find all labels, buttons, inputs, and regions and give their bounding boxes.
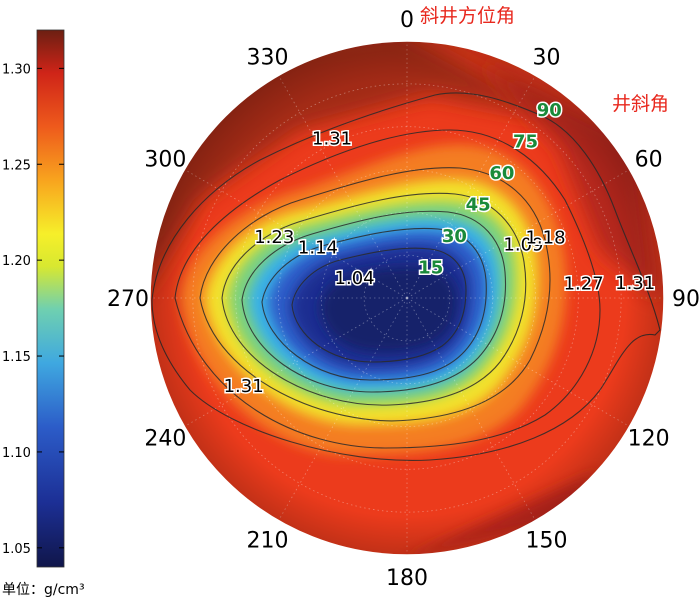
contour-label: 1.04 bbox=[335, 268, 375, 289]
azimuth-tick-label: 330 bbox=[247, 45, 289, 70]
azimuth-ticks: 0 30 60 90 120 150 180 210 240 270 300 330 bbox=[107, 8, 700, 591]
contour-label: 1.14 bbox=[298, 238, 338, 259]
polar-outline bbox=[149, 40, 665, 556]
colorbar-tick-label: 1.10 bbox=[2, 446, 31, 461]
colorbar-tick-label: 1.05 bbox=[2, 542, 31, 557]
colorbar-gradient bbox=[36, 29, 65, 568]
inclination-tick-label: 60 bbox=[489, 163, 514, 184]
colorbar-tick-label: 1.30 bbox=[2, 62, 31, 77]
colorbar: 1.05 1.10 1.15 1.20 1.25 1.30 单位：g/cm³ bbox=[2, 29, 85, 598]
azimuth-tick-label: 30 bbox=[533, 45, 561, 70]
colorbar-tick-label: 1.20 bbox=[2, 254, 31, 269]
azimuth-tick-label: 150 bbox=[526, 529, 568, 554]
azimuth-tick-label: 60 bbox=[635, 148, 663, 173]
inclination-tick-label: 75 bbox=[513, 132, 538, 153]
contour-label: 1.31 bbox=[615, 273, 655, 294]
azimuth-tick-label: 0 bbox=[400, 8, 414, 33]
inclination-tick-label: 45 bbox=[466, 195, 491, 216]
azimuth-tick-label: 120 bbox=[628, 427, 670, 452]
azimuth-tick-label: 210 bbox=[247, 529, 289, 554]
azimuth-tick-label: 240 bbox=[144, 427, 186, 452]
contour-label: 1.09 bbox=[503, 235, 543, 256]
azimuth-tick-label: 270 bbox=[107, 287, 149, 312]
azimuth-tick-label: 180 bbox=[386, 566, 428, 591]
inclination-tick-label: 90 bbox=[537, 100, 562, 121]
contour-label: 1.31 bbox=[312, 128, 352, 149]
inclination-ticks: 15 30 45 60 75 90 bbox=[417, 99, 564, 280]
inclination-title: 井斜角 bbox=[612, 93, 669, 115]
contour-label: 1.18 bbox=[525, 227, 565, 248]
azimuth-tick-label: 300 bbox=[144, 148, 186, 173]
azimuth-title: 斜井方位角 bbox=[420, 5, 515, 27]
colorbar-tick-label: 1.15 bbox=[2, 350, 31, 365]
contour-label: 1.27 bbox=[564, 274, 604, 295]
colorbar-tick-label: 1.25 bbox=[2, 158, 31, 173]
azimuth-tick-label: 90 bbox=[672, 287, 700, 312]
contour-label: 1.23 bbox=[254, 227, 294, 248]
edge-shade bbox=[150, 41, 664, 555]
inclination-tick-label: 15 bbox=[418, 258, 443, 279]
colorbar-unit-label: 单位：g/cm³ bbox=[2, 582, 85, 598]
contour-label: 1.31 bbox=[224, 376, 264, 397]
inclination-tick-label: 30 bbox=[442, 226, 467, 247]
colorbar-ticks: 1.05 1.10 1.15 1.20 1.25 1.30 bbox=[2, 62, 64, 557]
contour-labels: 1.04 1.09 1.14 1.18 1.23 1.27 1.31 1.31 1.31 bbox=[222, 127, 657, 399]
polar-heatmap bbox=[149, 40, 665, 556]
